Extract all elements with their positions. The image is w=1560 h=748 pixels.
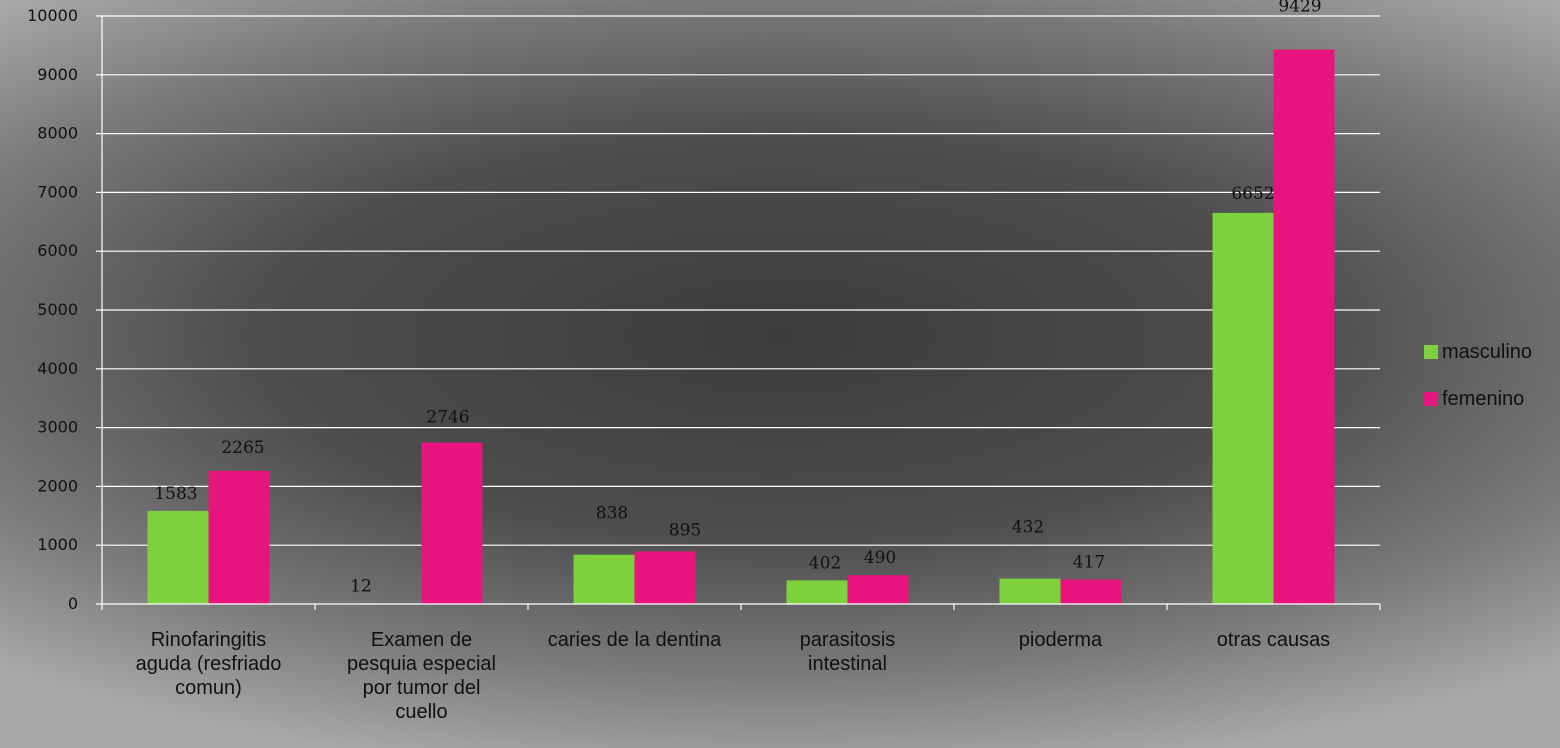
gridlines bbox=[102, 15, 1380, 546]
bars bbox=[147, 49, 1335, 604]
axes: 0 1000 2000 3000 4000 5000 6000 7000 8000 9000 100… bbox=[27, 6, 1381, 723]
y-tick-label: 6000 bbox=[37, 241, 78, 260]
data-label-femenino: 2746 bbox=[426, 408, 469, 428]
data-label-masculino: 838 bbox=[596, 504, 628, 524]
data-label-masculino: 12 bbox=[350, 576, 372, 596]
y-tick-label: 3000 bbox=[37, 418, 78, 437]
data-label-femenino: 2265 bbox=[221, 438, 264, 458]
bar-femenino bbox=[634, 551, 696, 604]
legend-swatch-femenino bbox=[1424, 392, 1438, 406]
bar-masculino bbox=[1212, 212, 1274, 604]
bar-femenino bbox=[208, 470, 270, 604]
legend-label-masculino: masculino bbox=[1442, 341, 1532, 363]
data-label-femenino: 895 bbox=[669, 520, 701, 540]
bar-femenino bbox=[421, 442, 483, 604]
x-category-label: pioderma bbox=[1019, 629, 1103, 651]
x-category-label: Examen de pesquia especial por tumor del cu… bbox=[347, 629, 496, 723]
legend-swatch-masculino bbox=[1424, 345, 1438, 359]
bar-femenino bbox=[1060, 579, 1122, 604]
y-tick-label: 4000 bbox=[37, 359, 78, 378]
y-tick-label: 1000 bbox=[37, 535, 78, 554]
y-tick-label: 10000 bbox=[27, 6, 78, 25]
data-label-masculino: 1583 bbox=[154, 484, 197, 504]
y-tick-label: 5000 bbox=[37, 300, 78, 319]
bar-masculino bbox=[999, 578, 1061, 604]
data-label-femenino: 9429 bbox=[1278, 0, 1321, 17]
legend: masculino femenino bbox=[1424, 341, 1532, 410]
data-label-femenino: 490 bbox=[864, 548, 896, 568]
y-tick-label: 9000 bbox=[37, 65, 78, 84]
data-labels: 1583 2265 12 2746 838 895 402 490 432 417 6652 9429 bbox=[154, 0, 1321, 596]
data-label-masculino: 432 bbox=[1012, 518, 1044, 538]
y-tick-label: 7000 bbox=[37, 182, 78, 201]
legend-label-femenino: femenino bbox=[1442, 388, 1524, 410]
data-label-masculino: 402 bbox=[809, 553, 841, 573]
x-category-label: parasitosis intestinal bbox=[800, 629, 896, 675]
x-category-label: caries de la dentina bbox=[548, 629, 722, 651]
x-category-label: Rinofaringitis aguda (resfriado comun) bbox=[136, 629, 282, 699]
x-category-label: otras causas bbox=[1217, 629, 1330, 651]
bar-femenino bbox=[847, 575, 909, 604]
bar-masculino bbox=[147, 510, 209, 604]
y-tick-label: 8000 bbox=[37, 124, 78, 143]
bar-masculino bbox=[573, 554, 635, 604]
y-tick-label: 0 bbox=[68, 594, 78, 613]
data-label-femenino: 417 bbox=[1073, 552, 1105, 572]
bar-femenino bbox=[1273, 49, 1335, 604]
bar-masculino bbox=[786, 580, 848, 604]
y-tick-label: 2000 bbox=[37, 476, 78, 495]
data-label-masculino: 6652 bbox=[1231, 184, 1274, 204]
